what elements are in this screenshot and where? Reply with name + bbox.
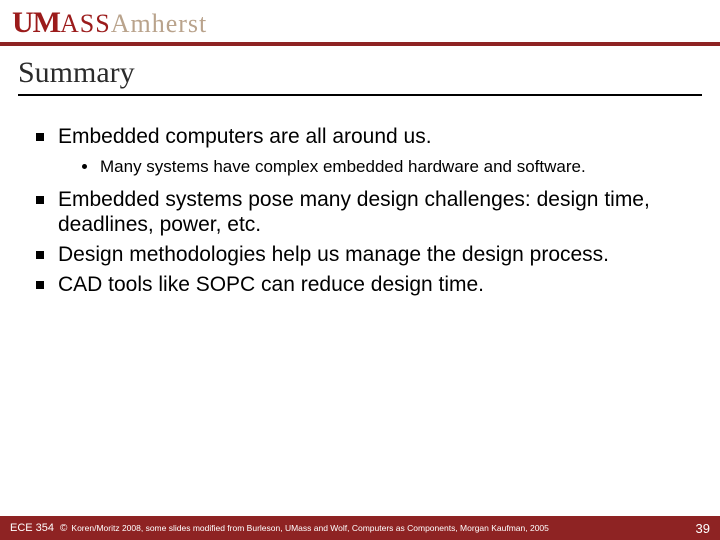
bullet-list: Embedded computers are all around us. Ma…: [36, 124, 684, 297]
bullet-text: Embedded systems pose many design challe…: [58, 188, 650, 237]
copyright-icon: ©: [60, 523, 67, 534]
page-number: 39: [696, 521, 710, 536]
logo-ass: ASS: [60, 9, 111, 39]
bullet-text: CAD tools like SOPC can reduce design ti…: [58, 273, 484, 296]
header-divider: [0, 42, 720, 46]
footer-credits: Koren/Moritz 2008, some slides modified …: [71, 523, 685, 533]
bullet-item: Design methodologies help us manage the …: [36, 242, 684, 268]
bullet-item: Embedded computers are all around us. Ma…: [36, 124, 684, 177]
sub-bullet-text: Many systems have complex embedded hardw…: [100, 157, 586, 176]
footer-bar: ECE 354 © Koren/Moritz 2008, some slides…: [0, 516, 720, 540]
slide-title: Summary: [18, 56, 702, 90]
bullet-text: Design methodologies help us manage the …: [58, 243, 609, 266]
bullet-item: Embedded systems pose many design challe…: [36, 187, 684, 238]
title-area: Summary: [0, 48, 720, 102]
bullet-text: Embedded computers are all around us.: [58, 125, 432, 148]
umass-logo: U M ASS Amherst: [12, 6, 207, 40]
sub-bullet-list: Many systems have complex embedded hardw…: [82, 156, 684, 177]
bullet-item: CAD tools like SOPC can reduce design ti…: [36, 272, 684, 298]
title-underline: [18, 94, 702, 96]
logo-m: M: [33, 6, 60, 40]
footer-course: ECE 354: [10, 522, 54, 534]
slide-container: U M ASS Amherst Summary Embedded compute…: [0, 0, 720, 540]
content-area: Embedded computers are all around us. Ma…: [0, 102, 720, 540]
header-band: U M ASS Amherst: [0, 0, 720, 48]
logo-u: U: [12, 6, 33, 40]
sub-bullet-item: Many systems have complex embedded hardw…: [82, 156, 684, 177]
logo-amherst: Amherst: [111, 9, 208, 39]
